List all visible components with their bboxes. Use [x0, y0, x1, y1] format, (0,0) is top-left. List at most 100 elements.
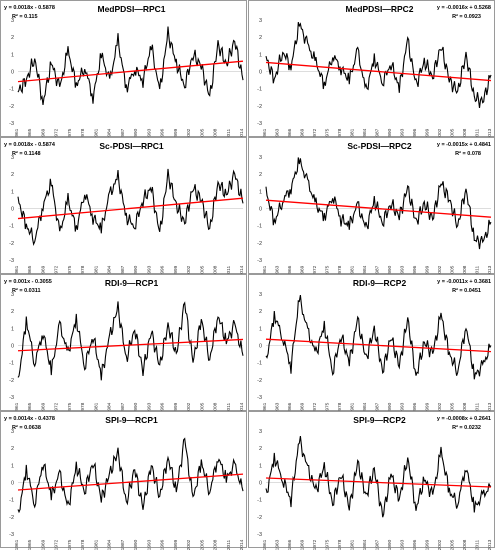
x-tick-label: 1987	[120, 265, 126, 276]
x-tick-label: 1963	[275, 402, 281, 413]
x-tick-label: 1966	[287, 265, 293, 276]
x-tick-label: 1984	[362, 265, 368, 276]
x-tick-label: 1999	[425, 265, 431, 276]
x-tick-label: 1993	[400, 265, 406, 276]
x-tick-label: 1965	[27, 128, 33, 139]
x-tick-label: 1969	[300, 128, 306, 139]
x-tick-label: 1981	[93, 128, 99, 139]
y-tick-label: -1	[257, 87, 262, 93]
x-tick-label: 1972	[312, 128, 318, 139]
x-tick-label: 1990	[133, 128, 139, 139]
panel-title: SPI-9—RCP2	[353, 415, 406, 425]
x-tick-label: 2008	[213, 265, 219, 276]
x-tick-label: 1999	[173, 265, 179, 276]
y-tick-label: 0	[11, 70, 14, 76]
x-tick-label: 1975	[325, 265, 331, 276]
y-tick-label: 1	[259, 463, 262, 469]
panel-4: -3 -2 -1 0 1 2 3 1961 1963 1966 1969 1972 1975 1978 19…	[248, 137, 495, 276]
x-tick-label: 1990	[133, 402, 139, 413]
x-tick-label: 1990	[387, 402, 393, 413]
x-tick-label: 2005	[199, 539, 205, 550]
x-tick-label: 1975	[325, 539, 331, 550]
x-tick-label: 1969	[40, 128, 46, 139]
x-tick-label: 1990	[387, 128, 393, 139]
x-tick-label: 2002	[437, 539, 443, 550]
r-squared-label: R² = 0.115	[12, 13, 38, 20]
trend-line	[265, 199, 492, 218]
trend-equation: y = 0.0018x - 0.5874	[4, 142, 56, 148]
y-tick-label: 2	[11, 172, 14, 178]
x-tick-label: 1961	[262, 539, 268, 550]
y-tick-label: 0	[11, 344, 14, 350]
r-squared-label: R² = 0.0311	[12, 287, 41, 294]
panel-3: -3 -2 -1 0 1 2 3 1961 1965 1969 1972 1975 1978 1981 19…	[0, 137, 247, 276]
y-tick-label: 2	[11, 309, 14, 315]
trend-equation: y = -0.0015x + 0.4841	[437, 142, 491, 148]
x-tick-label: 2002	[186, 128, 192, 139]
x-tick-label: 1965	[27, 539, 33, 550]
x-tick-label: 1963	[275, 265, 281, 276]
x-tick-label: 2005	[450, 402, 456, 413]
x-tick-label: 1999	[425, 539, 431, 550]
x-tick-label: 2005	[199, 265, 205, 276]
x-tick-label: 2014	[239, 265, 245, 276]
x-tick-label: 1978	[80, 539, 86, 550]
y-tick-label: -2	[9, 515, 14, 521]
y-tick-label: 3	[259, 155, 262, 161]
x-tick-label: 1978	[337, 265, 343, 276]
trend-equation: y = -0.0008x + 0.2641	[437, 416, 491, 422]
y-tick-label: -1	[257, 361, 262, 367]
y-tick-label: 1	[11, 463, 14, 469]
series-line	[265, 21, 492, 108]
y-tick-label: 1	[11, 52, 14, 58]
y-tick-label: 3	[11, 292, 14, 298]
panel-title: MedPDSI—RPC1	[97, 4, 165, 14]
y-tick-label: -1	[257, 498, 262, 504]
x-tick-label: 1963	[275, 539, 281, 550]
r-squared-label: R² = 0.0638	[12, 424, 41, 431]
x-tick-label: 1978	[337, 402, 343, 413]
x-tick-label: 2002	[186, 265, 192, 276]
series-line	[265, 436, 492, 518]
y-tick-label: 2	[259, 446, 262, 452]
x-tick-label: 2008	[213, 539, 219, 550]
y-tick-label: -3	[257, 258, 262, 264]
x-tick-label: 1966	[287, 128, 293, 139]
r-squared-label: R² = 0.0923	[452, 13, 481, 20]
x-tick-label: 1987	[120, 128, 126, 139]
x-tick-label: 1961	[14, 128, 20, 139]
x-tick-label: 1984	[362, 539, 368, 550]
panel-8: -3 -2 -1 0 1 2 3 1961 1963 1966 1969 1972 1975 1978 19…	[248, 411, 495, 550]
trend-line	[265, 338, 492, 353]
r-squared-label: R² = 0.078	[455, 150, 481, 157]
panel-6: -3 -2 -1 0 1 2 3 1961 1963 1966 1969 1972 1975 1978 19…	[248, 274, 495, 413]
x-tick-label: 1987	[120, 402, 126, 413]
y-tick-label: -1	[257, 224, 262, 230]
panel-5: -3 -2 -1 0 1 2 3 1961 1965 1969 1972 1975 1978 1981 19…	[0, 274, 247, 413]
x-tick-label: 2014	[239, 402, 245, 413]
panel-title: RDI-9—RCP2	[353, 278, 407, 288]
y-tick-label: 2	[259, 172, 262, 178]
x-tick-label: 2005	[199, 128, 205, 139]
panel-title: RDI-9—RCP1	[105, 278, 159, 288]
x-tick-label: 2013	[487, 539, 493, 550]
y-tick-label: 1	[259, 326, 262, 332]
x-tick-label: 1990	[387, 539, 393, 550]
x-tick-label: 2008	[213, 128, 219, 139]
y-tick-label: 0	[259, 481, 262, 487]
x-tick-label: 1990	[133, 265, 139, 276]
y-tick-label: 0	[11, 481, 14, 487]
x-tick-label: 2005	[450, 265, 456, 276]
x-tick-label: 1975	[67, 265, 73, 276]
y-tick-label: 1	[259, 52, 262, 58]
x-tick-label: 1999	[425, 402, 431, 413]
y-tick-label: -3	[9, 395, 14, 401]
x-tick-label: 1996	[160, 128, 166, 139]
panel-title: MedPDSI—RPC2	[345, 4, 413, 14]
x-tick-label: 1975	[67, 128, 73, 139]
x-tick-label: 1966	[287, 539, 293, 550]
x-tick-label: 1969	[40, 402, 46, 413]
x-tick-label: 2002	[186, 402, 192, 413]
